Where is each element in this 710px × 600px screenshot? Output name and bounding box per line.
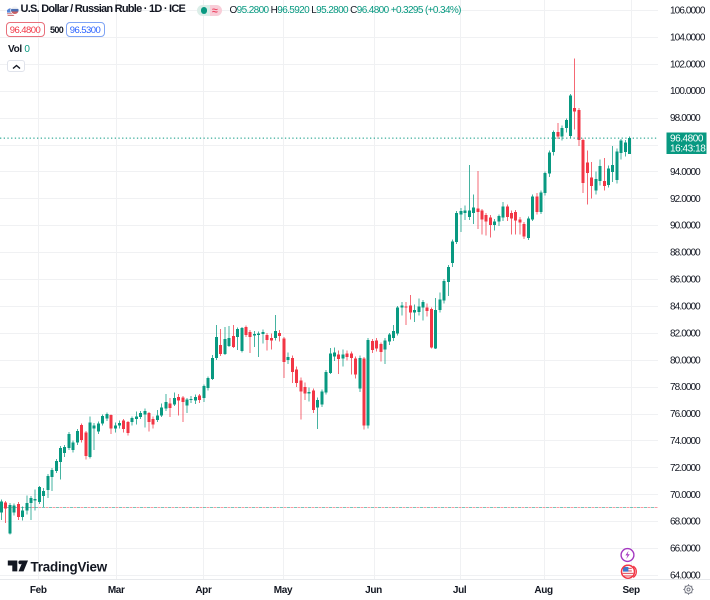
svg-text:106.0000: 106.0000	[670, 6, 706, 17]
svg-text:100.0000: 100.0000	[670, 86, 706, 97]
svg-text:98.0000: 98.0000	[670, 113, 701, 124]
svg-text:72.0000: 72.0000	[670, 463, 701, 474]
svg-text:78.0000: 78.0000	[670, 382, 701, 393]
svg-text:16:43:18: 16:43:18	[670, 144, 706, 155]
svg-text:94.0000: 94.0000	[670, 167, 701, 178]
svg-text:82.0000: 82.0000	[670, 328, 701, 339]
svg-text:88.0000: 88.0000	[670, 248, 701, 259]
svg-text:70.0000: 70.0000	[670, 490, 701, 501]
svg-text:96.4800: 96.4800	[670, 134, 704, 145]
svg-text:Sep: Sep	[622, 585, 640, 596]
svg-text:Jul: Jul	[453, 585, 467, 596]
svg-text:92.0000: 92.0000	[670, 194, 701, 205]
svg-text:104.0000: 104.0000	[670, 32, 706, 43]
svg-text:Apr: Apr	[195, 585, 212, 596]
svg-text:68.0000: 68.0000	[670, 517, 701, 528]
svg-text:Jun: Jun	[365, 585, 382, 596]
svg-text:86.0000: 86.0000	[670, 275, 701, 286]
svg-text:64.0000: 64.0000	[670, 571, 701, 582]
svg-text:84.0000: 84.0000	[670, 302, 701, 313]
svg-text:May: May	[274, 585, 293, 596]
svg-text:Mar: Mar	[108, 585, 125, 596]
svg-text:102.0000: 102.0000	[670, 59, 706, 70]
svg-text:66.0000: 66.0000	[670, 544, 701, 555]
svg-text:80.0000: 80.0000	[670, 355, 701, 366]
svg-text:76.0000: 76.0000	[670, 409, 701, 420]
svg-text:Feb: Feb	[30, 585, 47, 596]
svg-text:90.0000: 90.0000	[670, 221, 701, 232]
svg-text:Aug: Aug	[534, 585, 553, 596]
svg-text:TradingView: TradingView	[31, 560, 108, 575]
svg-text:74.0000: 74.0000	[670, 436, 701, 447]
